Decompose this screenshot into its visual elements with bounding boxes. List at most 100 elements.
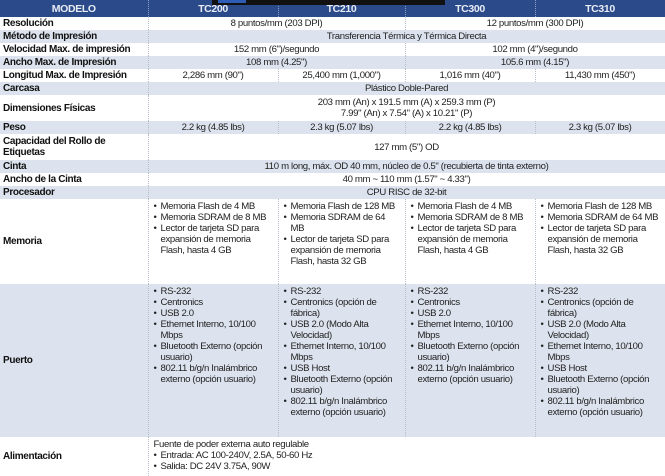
list-item: 802.11 b/g/n Inalámbrico externo (opción… (284, 396, 401, 418)
list-item: USB 2.0 (154, 308, 274, 319)
list-item: Memoria SDRAM de 64 MB (284, 212, 401, 234)
list-item: Bluetooth Externo (opción usuario) (541, 374, 661, 396)
row-resolucion: Resolución 8 puntos/mm (203 DPI) 12 punt… (0, 17, 665, 30)
list-item: Centronics (154, 297, 274, 308)
list-item: Memoria SDRAM de 64 MB (541, 212, 661, 223)
list-item: Bluetooth Externo (opción usuario) (284, 374, 401, 396)
list-item: 802.11 b/g/n Inalámbrico externo (opción… (154, 363, 274, 385)
row-label: Longitud Max. de Impresión (0, 69, 149, 82)
bullet-list: RS-232Centronics (opción de fábrica)USB … (541, 286, 661, 418)
cell-value: CPU RISC de 32-bit (148, 186, 665, 199)
row-metodo: Método de Impresión Transferencia Térmic… (0, 30, 665, 43)
row-label: Carcasa (0, 82, 149, 95)
power-list: Entrada: AC 100-240V, 2.5A, 50-60 Hz Sal… (154, 450, 661, 472)
row-label: Ancho Max. de Impresión (0, 56, 149, 69)
row-label: Puerto (0, 284, 149, 437)
list-item: Ethernet Interno, 10/100 Mbps (541, 341, 661, 363)
list-item: Lector de tarjeta SD para expansión de m… (154, 223, 274, 256)
list-item: RS-232 (411, 286, 531, 297)
list-item: USB 2.0 (411, 308, 531, 319)
list-item: USB 2.0 (Modo Alta Velocidad) (541, 319, 661, 341)
list-item: Entrada: AC 100-240V, 2.5A, 50-60 Hz (154, 450, 661, 461)
row-alimentacion: Alimentación Fuente de poder externa aut… (0, 437, 665, 476)
cell-value: 25,400 mm (1,000") (278, 69, 406, 82)
row-ancho: Ancho Max. de Impresión 108 mm (4.25") 1… (0, 56, 665, 69)
list-item: Memoria Flash de 4 MB (154, 201, 274, 212)
cell-list: Memoria Flash de 128 MBMemoria SDRAM de … (278, 199, 406, 284)
power-intro: Fuente de poder externa auto regulable (153, 439, 310, 450)
list-item: Memoria Flash de 4 MB (411, 201, 531, 212)
cell-list: Memoria Flash de 4 MBMemoria SDRAM de 8 … (405, 199, 536, 284)
row-label: Ancho de la Cinta (0, 173, 149, 186)
row-velocidad: Velocidad Max. de impresión 152 mm (6")/… (0, 43, 665, 56)
cell-value: 2.3 kg (5.07 lbs) (535, 121, 665, 134)
overlay-accent (218, 0, 246, 3)
header-tc310: TC310 (535, 0, 665, 17)
list-item: Memoria Flash de 128 MB (284, 201, 401, 212)
cell-value: 105.6 mm (4.15") (405, 56, 665, 69)
row-label: Capacidad del Rollo de Etiquetas (0, 134, 149, 160)
row-label: Velocidad Max. de impresión (0, 43, 149, 56)
list-item: Centronics (opción de fábrica) (284, 297, 401, 319)
cell-value: Plástico Doble-Pared (148, 82, 665, 95)
cell-value: 2.2 kg (4.85 lbs) (405, 121, 536, 134)
list-item: 802.11 b/g/n Inalámbrico externo (opción… (411, 363, 531, 385)
cell-value: 2,286 mm (90") (148, 69, 279, 82)
dimensions-metric: 203 mm (An) x 191.5 mm (A) x 259.3 mm (P… (317, 97, 496, 108)
cell-value: 102 mm (4")/segundo (405, 43, 665, 56)
row-label: Dimensiones Físicas (0, 95, 149, 121)
row-memoria: Memoria Memoria Flash de 4 MBMemoria SDR… (0, 199, 665, 284)
list-item: Lector de tarjeta SD para expansión de m… (284, 234, 401, 267)
cell-list: Memoria Flash de 128 MBMemoria SDRAM de … (535, 199, 665, 284)
cell-value: 2.3 kg (5.07 lbs) (278, 121, 406, 134)
row-cinta: Cinta 110 m long, máx. OD 40 mm, núcleo … (0, 160, 665, 173)
list-item: RS-232 (541, 286, 661, 297)
cell-value: Fuente de poder externa auto regulable E… (148, 437, 665, 476)
cell-list: RS-232CentronicsUSB 2.0Ethernet Interno,… (405, 284, 536, 437)
list-item: USB 2.0 (Modo Alta Velocidad) (284, 319, 401, 341)
list-item: Bluetooth Externo (opción usuario) (154, 341, 274, 363)
cell-value: 8 puntos/mm (203 DPI) (148, 17, 406, 30)
window-overlay-bar (212, 0, 445, 5)
list-item: Ethernet Interno, 10/100 Mbps (284, 341, 401, 363)
list-item: Ethernet Interno, 10/100 Mbps (411, 319, 531, 341)
header-model: MODELO (0, 0, 149, 17)
cell-value: 2.2 kg (4.85 lbs) (148, 121, 279, 134)
cell-list: RS-232CentronicsUSB 2.0Ethernet Interno,… (148, 284, 279, 437)
bullet-list: Memoria Flash de 4 MBMemoria SDRAM de 8 … (411, 201, 531, 256)
cell-value: 12 puntos/mm (300 DPI) (405, 17, 665, 30)
cell-value: Transferencia Térmica y Térmica Directa (148, 30, 665, 43)
row-label: Alimentación (0, 437, 149, 476)
list-item: Bluetooth Externo (opción usuario) (411, 341, 531, 363)
list-item: Lector de tarjeta SD para expansión de m… (411, 223, 531, 256)
row-procesador: Procesador CPU RISC de 32-bit (0, 186, 665, 199)
row-label: Procesador (0, 186, 149, 199)
row-carcasa: Carcasa Plástico Doble-Pared (0, 82, 665, 95)
bullet-list: Memoria Flash de 128 MBMemoria SDRAM de … (284, 201, 401, 267)
bullet-list: RS-232Centronics (opción de fábrica)USB … (284, 286, 401, 418)
bullet-list: Memoria Flash de 128 MBMemoria SDRAM de … (541, 201, 661, 256)
list-item: USB Host (541, 363, 661, 374)
list-item: Memoria SDRAM de 8 MB (154, 212, 274, 223)
list-item: RS-232 (154, 286, 274, 297)
row-dimensiones: Dimensiones Físicas 203 mm (An) x 191.5 … (0, 95, 665, 121)
cell-value: 40 mm ~ 110 mm (1.57" ~ 4.33") (148, 173, 665, 186)
row-label: Método de Impresión (0, 30, 149, 43)
list-item: Salida: DC 24V 3.75A, 90W (154, 461, 661, 472)
cell-value: 11,430 mm (450") (535, 69, 665, 82)
list-item: Memoria Flash de 128 MB (541, 201, 661, 212)
list-item: Lector de tarjeta SD para expansión de m… (541, 223, 661, 256)
dimensions-imperial: 7.99" (An) x 7.54" (A) x 10.21" (P) (340, 108, 473, 119)
row-label: Cinta (0, 160, 149, 173)
bullet-list: RS-232CentronicsUSB 2.0Ethernet Interno,… (154, 286, 274, 385)
list-item: RS-232 (284, 286, 401, 297)
row-label: Resolución (0, 17, 149, 30)
cell-value: 127 mm (5") OD (148, 134, 665, 160)
list-item: Memoria SDRAM de 8 MB (411, 212, 531, 223)
cell-value: 108 mm (4.25") (148, 56, 406, 69)
row-label: Peso (0, 121, 149, 134)
cell-list: Memoria Flash de 4 MBMemoria SDRAM de 8 … (148, 199, 279, 284)
row-label: Memoria (0, 199, 149, 284)
bullet-list: Memoria Flash de 4 MBMemoria SDRAM de 8 … (154, 201, 274, 256)
